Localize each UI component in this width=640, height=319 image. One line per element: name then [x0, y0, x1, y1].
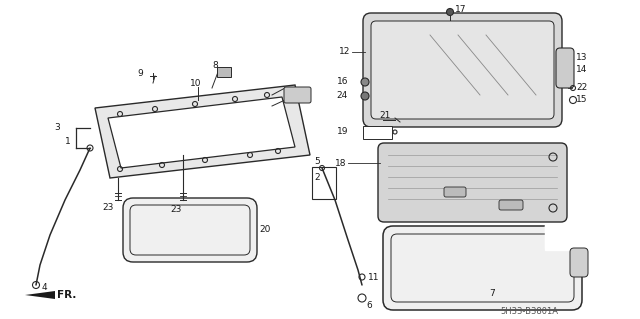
Text: 18: 18 — [335, 159, 346, 167]
Polygon shape — [545, 225, 585, 248]
Text: 5H33-B3801A: 5H33-B3801A — [500, 308, 558, 316]
Text: 9: 9 — [137, 70, 143, 78]
Circle shape — [447, 9, 454, 16]
Polygon shape — [95, 85, 310, 178]
Text: FR.: FR. — [57, 290, 76, 300]
FancyBboxPatch shape — [556, 48, 574, 88]
Text: 17: 17 — [455, 5, 467, 14]
Circle shape — [361, 92, 369, 100]
Text: 21: 21 — [380, 110, 390, 120]
Text: 7: 7 — [489, 288, 495, 298]
Text: 3: 3 — [54, 123, 60, 132]
FancyBboxPatch shape — [284, 87, 311, 103]
Text: 16: 16 — [337, 78, 348, 86]
Text: 20: 20 — [259, 226, 270, 234]
FancyBboxPatch shape — [123, 198, 257, 262]
Polygon shape — [25, 291, 55, 299]
Text: 2: 2 — [314, 174, 320, 182]
Text: 6: 6 — [366, 300, 372, 309]
FancyBboxPatch shape — [371, 21, 554, 119]
Text: 23: 23 — [102, 204, 114, 212]
Circle shape — [361, 78, 369, 86]
FancyBboxPatch shape — [444, 187, 466, 197]
Text: 8: 8 — [212, 61, 218, 70]
Text: 19: 19 — [337, 128, 348, 137]
Text: 11: 11 — [368, 272, 380, 281]
FancyBboxPatch shape — [363, 13, 562, 127]
Polygon shape — [108, 97, 295, 168]
Polygon shape — [545, 225, 585, 250]
Text: 23: 23 — [170, 205, 182, 214]
FancyBboxPatch shape — [570, 248, 588, 277]
Text: 15: 15 — [576, 95, 588, 105]
FancyBboxPatch shape — [362, 125, 392, 138]
FancyBboxPatch shape — [217, 67, 231, 77]
Text: 24: 24 — [337, 92, 348, 100]
FancyBboxPatch shape — [383, 226, 582, 310]
Text: 13: 13 — [576, 54, 588, 63]
Text: 12: 12 — [339, 48, 350, 56]
FancyBboxPatch shape — [378, 143, 567, 222]
Text: 4: 4 — [42, 283, 47, 292]
FancyBboxPatch shape — [499, 200, 523, 210]
Text: 22: 22 — [576, 84, 588, 93]
Text: 10: 10 — [190, 79, 202, 88]
Text: 14: 14 — [576, 65, 588, 75]
Text: 1: 1 — [65, 137, 71, 145]
Text: 5: 5 — [314, 158, 320, 167]
